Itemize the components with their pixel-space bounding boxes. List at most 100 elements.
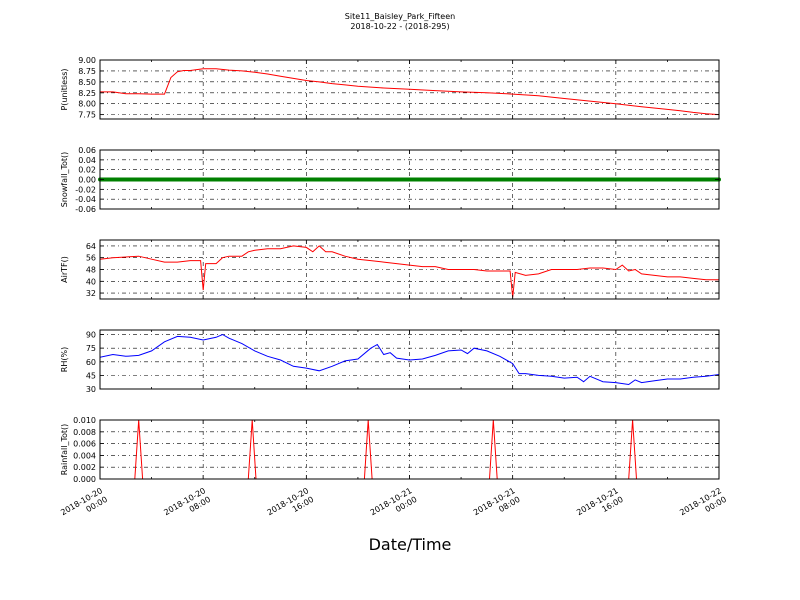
data-point — [681, 177, 686, 182]
y-tick-label: 7.75 — [78, 111, 96, 120]
data-point — [223, 177, 228, 182]
data-point — [307, 177, 312, 182]
data-point — [404, 177, 409, 182]
data-point — [239, 177, 244, 182]
data-point — [513, 177, 518, 182]
data-point — [459, 177, 464, 182]
data-point — [678, 177, 683, 182]
data-point — [565, 177, 570, 182]
series-line — [100, 420, 719, 479]
data-point — [468, 177, 473, 182]
data-point — [265, 177, 270, 182]
data-point — [136, 177, 141, 182]
subplot-4: 90 75 60 45 30 RH(%) — [60, 329, 720, 394]
data-point — [117, 177, 122, 182]
y-tick-label: 0.010 — [73, 416, 96, 425]
series-snowfall — [98, 177, 721, 182]
series-line — [100, 333, 719, 386]
data-point — [178, 177, 183, 182]
data-point — [694, 177, 699, 182]
data-point — [291, 177, 296, 182]
data-point — [181, 177, 186, 182]
data-point — [149, 177, 154, 182]
data-point — [165, 177, 170, 182]
data-point — [562, 177, 567, 182]
data-point — [139, 177, 144, 182]
y-axis-label: RH(%) — [60, 347, 69, 372]
y-tick-label: 60 — [86, 358, 96, 367]
data-point — [372, 177, 377, 182]
data-point — [407, 177, 412, 182]
data-point — [555, 177, 560, 182]
subplot-2: 0.060.040.020.00-0.02-0.04-0.06 Snowfall_… — [60, 146, 721, 214]
data-point — [333, 177, 338, 182]
data-point — [275, 177, 280, 182]
data-point — [401, 177, 406, 182]
y-tick-label: 0.02 — [78, 166, 96, 175]
data-point — [143, 177, 148, 182]
data-point — [629, 177, 634, 182]
data-point — [687, 177, 692, 182]
y-tick-label: 56 — [86, 254, 96, 263]
data-point — [710, 177, 715, 182]
subplots: 9.008.758.508.258.007.75P(unitless) 0.060… — [60, 56, 721, 484]
data-point — [594, 177, 599, 182]
data-point — [330, 177, 335, 182]
data-point — [526, 177, 531, 182]
data-point — [539, 177, 544, 182]
subplot-3: 64 56 48 40 32 AirTF() — [60, 239, 720, 300]
data-point — [642, 177, 647, 182]
data-point — [571, 177, 576, 182]
data-point — [130, 177, 135, 182]
data-point — [127, 177, 132, 182]
data-point — [552, 177, 557, 182]
y-axis-label: Rainfall_Tot() — [60, 424, 69, 476]
data-point — [210, 177, 215, 182]
data-point — [465, 177, 470, 182]
data-point — [420, 177, 425, 182]
data-point — [620, 177, 625, 182]
data-point — [410, 177, 415, 182]
y-tick-label: 0.002 — [73, 463, 96, 472]
data-point — [530, 177, 535, 182]
data-point — [559, 177, 564, 182]
y-tick-label: 32 — [86, 289, 96, 298]
data-point — [388, 177, 393, 182]
data-point — [430, 177, 435, 182]
y-tick-label: 0.04 — [78, 156, 96, 165]
data-point — [697, 177, 702, 182]
data-point — [613, 177, 618, 182]
data-point — [597, 177, 602, 182]
data-point — [375, 177, 380, 182]
data-point — [665, 177, 670, 182]
data-point — [284, 177, 289, 182]
data-point — [381, 177, 386, 182]
data-point — [520, 177, 525, 182]
data-point — [488, 177, 493, 182]
data-point — [397, 177, 402, 182]
data-point — [591, 177, 596, 182]
y-tick-label: 0.00 — [78, 176, 96, 185]
data-point — [207, 177, 212, 182]
data-point — [700, 177, 705, 182]
y-tick-label: 48 — [86, 266, 96, 275]
data-point — [233, 177, 238, 182]
data-point — [168, 177, 173, 182]
data-point — [546, 177, 551, 182]
subplot-1: 9.00 8.75 8.50 8.25 8.00 7.75 P(unitless) — [60, 56, 720, 120]
data-point — [484, 177, 489, 182]
data-point — [507, 177, 512, 182]
data-point — [662, 177, 667, 182]
data-point — [272, 177, 277, 182]
data-point — [262, 177, 267, 182]
data-point — [114, 177, 119, 182]
data-point — [523, 177, 528, 182]
data-point — [610, 177, 615, 182]
series-line — [100, 245, 719, 298]
y-tick-label: 0.008 — [73, 428, 96, 437]
y-axis-label: AirTF() — [60, 256, 69, 283]
data-point — [236, 177, 241, 182]
data-point — [255, 177, 260, 182]
